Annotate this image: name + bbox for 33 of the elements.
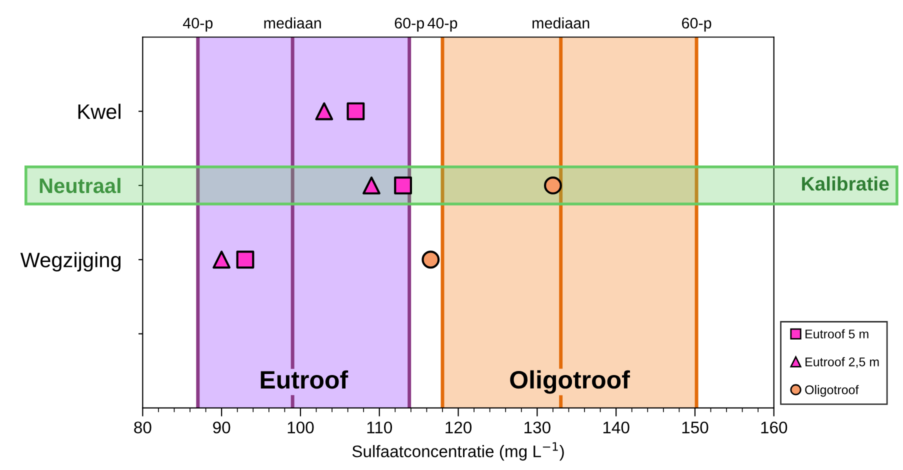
ref-line-label: 40-p [428, 18, 458, 32]
x-axis-title: Sulfaatconcentratie (mg L$^{−1}$) [352, 442, 564, 461]
y-tick-label: Wegzijging [20, 252, 120, 272]
x-tick-label: 90 [213, 422, 230, 434]
x-tick-label: 120 [446, 422, 472, 434]
band-label: Kalibratie [802, 176, 889, 191]
y-tick-label: Kwel [78, 104, 120, 120]
x-tick-label: 150 [682, 422, 708, 434]
x-tick-label: 100 [288, 422, 314, 434]
x-tick-label: 130 [524, 422, 550, 434]
x-tick-label: 140 [603, 422, 630, 434]
ref-line-label: 60-p [682, 18, 712, 32]
point [422, 250, 440, 269]
y-tick-label: Neutraal [40, 178, 120, 194]
point [362, 176, 380, 194]
point [212, 250, 231, 269]
legend-label: Oligotroof [805, 385, 859, 397]
legend-label: Eutroof 2,5 m [806, 357, 879, 368]
point [346, 102, 365, 120]
ref-line-label: 60-p [394, 18, 424, 32]
point [236, 250, 254, 269]
band-label: Oligotroof [510, 370, 630, 394]
ref-line-label: 40-p [182, 18, 213, 32]
point [394, 176, 412, 194]
ref-line-label: mediaan [264, 17, 321, 29]
x-tick-label: 80 [134, 422, 152, 434]
point [315, 102, 334, 120]
legend-label: Eutroof 5 m [806, 329, 868, 338]
ref-line-label: mediaan [532, 17, 590, 29]
x-tick-label: 160 [761, 422, 788, 434]
band-label: Eutroof [260, 370, 348, 389]
point [544, 176, 562, 194]
x-tick-label: 110 [367, 422, 392, 434]
